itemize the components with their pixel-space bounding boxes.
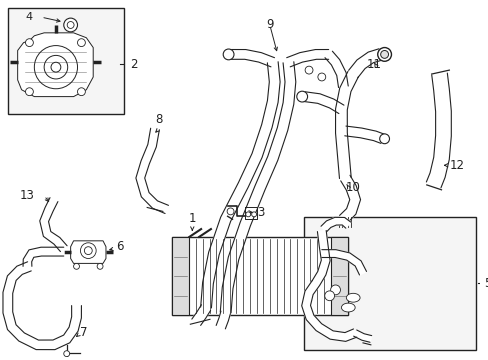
Polygon shape	[286, 50, 328, 67]
Text: 8: 8	[155, 113, 163, 126]
Circle shape	[97, 264, 103, 269]
Circle shape	[63, 351, 69, 357]
Circle shape	[317, 73, 325, 81]
Ellipse shape	[341, 303, 354, 312]
Polygon shape	[325, 51, 347, 87]
Circle shape	[251, 212, 256, 217]
Circle shape	[223, 49, 234, 60]
Polygon shape	[230, 50, 274, 67]
Polygon shape	[301, 280, 356, 341]
Polygon shape	[3, 262, 81, 350]
Circle shape	[25, 39, 33, 46]
Polygon shape	[426, 73, 450, 188]
Polygon shape	[220, 62, 295, 313]
Polygon shape	[191, 305, 210, 325]
Text: 4: 4	[25, 12, 32, 22]
Text: 13: 13	[20, 189, 34, 202]
Circle shape	[78, 88, 85, 96]
Circle shape	[324, 291, 334, 301]
Polygon shape	[335, 71, 358, 179]
Circle shape	[305, 66, 312, 74]
Text: 9: 9	[265, 18, 273, 31]
Text: 12: 12	[448, 159, 464, 172]
Text: 5: 5	[483, 276, 488, 289]
Circle shape	[67, 22, 74, 28]
Polygon shape	[40, 198, 67, 252]
Polygon shape	[311, 230, 329, 285]
Bar	[171, 237, 189, 315]
Polygon shape	[200, 62, 280, 308]
Polygon shape	[18, 33, 93, 96]
Bar	[304, 217, 475, 350]
Circle shape	[379, 134, 389, 144]
Polygon shape	[216, 311, 230, 329]
Bar	[8, 8, 123, 114]
Text: 2: 2	[130, 58, 138, 71]
Polygon shape	[348, 49, 382, 78]
Text: 11: 11	[366, 58, 381, 71]
Text: 7: 7	[81, 325, 88, 338]
Circle shape	[377, 48, 391, 61]
Circle shape	[380, 50, 388, 58]
Text: 6: 6	[116, 240, 123, 253]
Circle shape	[63, 18, 78, 32]
Circle shape	[51, 62, 61, 72]
Polygon shape	[320, 217, 350, 232]
Circle shape	[226, 208, 234, 215]
Circle shape	[78, 39, 85, 46]
Polygon shape	[344, 126, 384, 143]
Bar	[171, 237, 347, 315]
Polygon shape	[23, 247, 63, 266]
Ellipse shape	[346, 293, 359, 302]
Polygon shape	[321, 249, 366, 275]
Circle shape	[330, 285, 340, 295]
Circle shape	[73, 264, 80, 269]
Polygon shape	[353, 330, 371, 342]
Bar	[330, 237, 347, 315]
Circle shape	[25, 88, 33, 96]
Polygon shape	[303, 92, 343, 113]
Polygon shape	[339, 175, 360, 223]
Polygon shape	[70, 241, 106, 264]
Circle shape	[296, 91, 307, 102]
Text: 10: 10	[345, 181, 360, 194]
Circle shape	[245, 212, 250, 217]
Text: 3: 3	[257, 206, 264, 219]
Polygon shape	[136, 128, 168, 213]
Text: 1: 1	[188, 212, 196, 225]
